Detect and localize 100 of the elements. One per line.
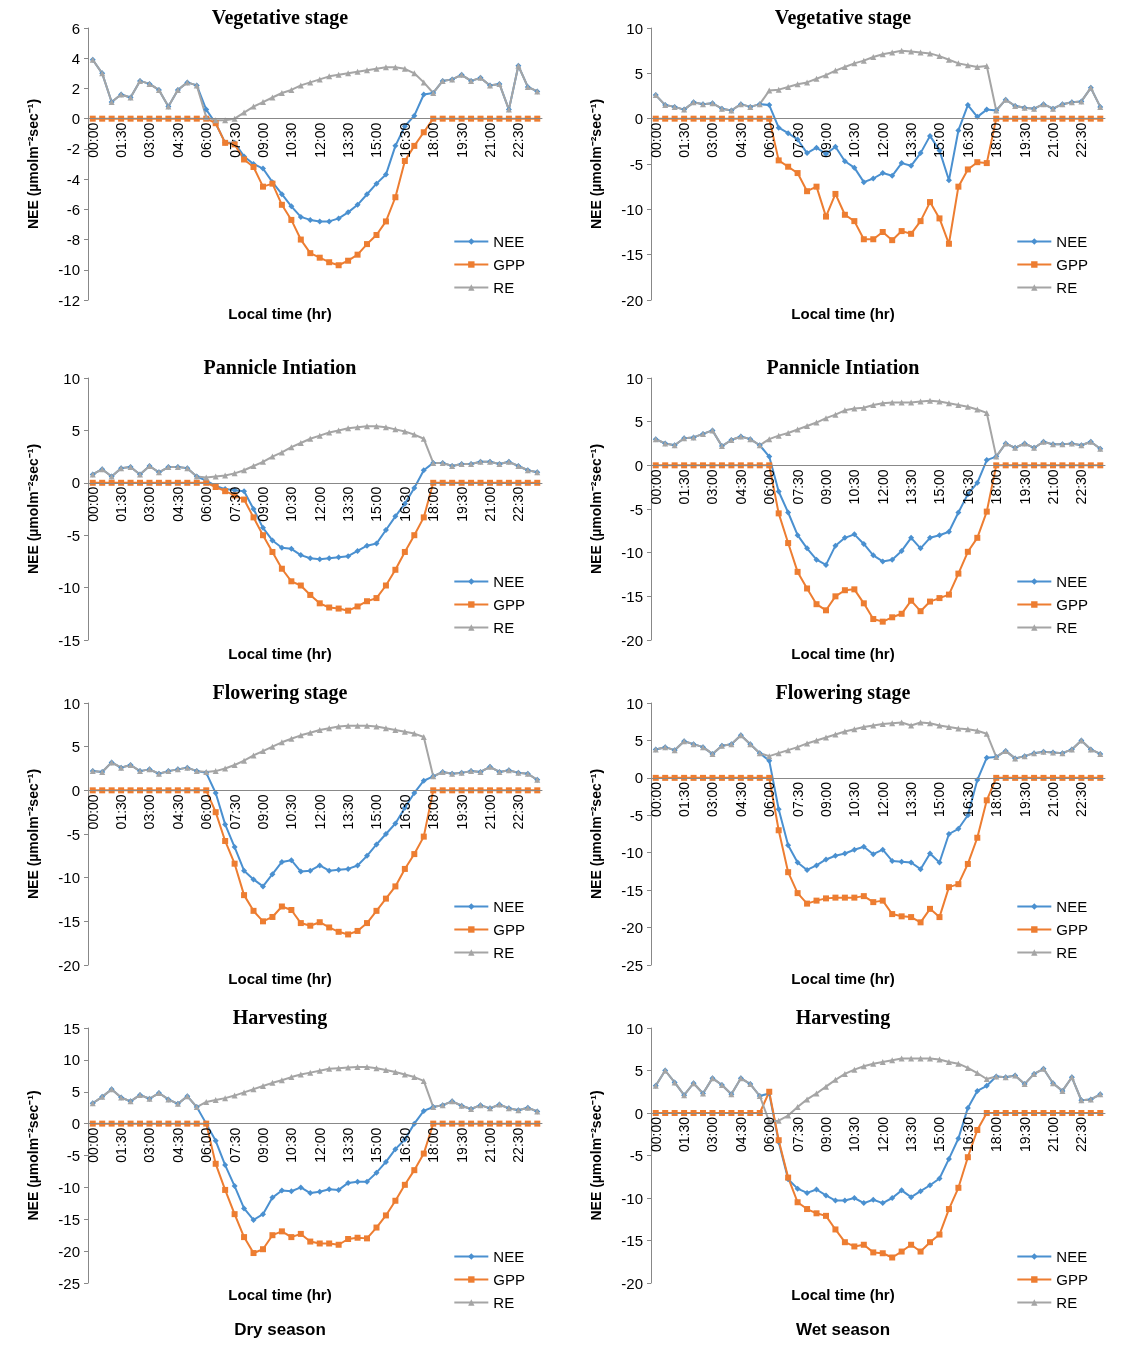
y-tick-label: -4: [66, 170, 80, 188]
y-tick-label: -5: [66, 526, 80, 544]
x-tick-label: 21:00: [481, 122, 498, 158]
x-tick-label: 19:30: [1016, 469, 1033, 505]
x-tick-label: 00:00: [647, 1116, 664, 1153]
x-tick-label: 15:00: [931, 122, 948, 158]
y-tick-label: -5: [629, 155, 643, 173]
y-tick-label: -15: [621, 881, 643, 899]
x-tick-label: 01:30: [676, 781, 693, 817]
x-tick-label: 13:30: [903, 1116, 920, 1153]
x-tick-label: 16:30: [959, 469, 976, 505]
y-tick-label: -20: [621, 631, 643, 649]
y-tick-label: -5: [629, 1147, 643, 1164]
y-tick-label: 0: [634, 456, 643, 474]
y-tick-label: 5: [634, 1062, 643, 1079]
y-tick-label: -10: [58, 261, 80, 279]
y-tick-label: 10: [63, 694, 80, 712]
x-axis-title: Local time (hr): [791, 970, 895, 987]
chart-title: Vegetative stage: [211, 6, 349, 29]
x-tick-label: 04:30: [169, 122, 186, 158]
legend-label: RE: [1056, 1294, 1078, 1311]
legend-label: GPP: [493, 596, 526, 613]
x-tick-label: 21:00: [1044, 781, 1061, 817]
y-tick-label: -25: [621, 956, 643, 974]
x-tick-label: 00:00: [84, 122, 101, 158]
y-tick-label: -10: [58, 579, 80, 597]
x-tick-label: 15:00: [931, 781, 948, 817]
x-tick-label: 10:30: [846, 469, 863, 505]
x-tick-label: 01:30: [676, 122, 693, 158]
x-tick-label: 19:30: [1016, 122, 1033, 158]
y-tick-label: -10: [621, 1189, 643, 1207]
legend-label: NEE: [1056, 233, 1088, 250]
x-tick-label: 06:00: [761, 781, 778, 817]
x-tick-label: 07:30: [226, 1127, 243, 1163]
x-axis-title: Local time (hr): [228, 970, 332, 987]
x-tick-label: 04:30: [732, 1116, 749, 1153]
chart-title: Pannicle Intiation: [766, 356, 920, 378]
x-tick-label: 15:00: [368, 122, 385, 158]
x-tick-label: 06:00: [198, 794, 215, 830]
x-tick-label: 04:30: [732, 469, 749, 505]
x-tick-label: 06:00: [198, 122, 215, 158]
chart-title: Flowering stage: [212, 681, 348, 704]
y-tick-label: 5: [71, 1083, 80, 1101]
y-tick-label: -15: [58, 912, 80, 930]
y-tick-label: -15: [621, 587, 643, 605]
x-tick-label: 04:30: [732, 781, 749, 817]
y-tick-label: -20: [621, 1274, 643, 1292]
x-axis-title: Local time (hr): [228, 645, 332, 662]
x-tick-label: 21:00: [1044, 1116, 1061, 1153]
x-axis-title: Local time (hr): [791, 645, 895, 662]
legend-label: RE: [493, 1294, 515, 1311]
x-tick-label: 15:00: [931, 469, 948, 505]
x-tick-label: 19:30: [453, 794, 470, 830]
y-tick-label: 0: [634, 1104, 643, 1122]
x-tick-label: 10:30: [283, 794, 300, 830]
y-tick-label: 0: [71, 110, 80, 128]
x-tick-label: 03:00: [704, 122, 721, 158]
legend-label: RE: [493, 944, 515, 961]
x-tick-label: 22:30: [510, 794, 527, 830]
text: Dry season: [234, 1320, 326, 1339]
legend-label: NEE: [1056, 898, 1088, 915]
y-tick-label: -15: [621, 246, 643, 264]
y-tick-label: 10: [626, 369, 643, 387]
x-tick-label: 18:00: [425, 486, 442, 522]
y-tick-label: 15: [63, 1019, 80, 1037]
x-tick-label: 09:00: [254, 122, 271, 158]
y-axis-title: NEE (µmolm⁻²sec⁻¹): [588, 768, 604, 900]
y-tick-label: 6: [71, 19, 80, 37]
y-tick-label: 4: [71, 49, 80, 67]
y-tick-label: -8: [66, 231, 80, 249]
y-tick-label: 10: [63, 1051, 80, 1069]
x-tick-label: 00:00: [647, 469, 664, 505]
x-tick-label: 12:00: [874, 1116, 891, 1153]
x-tick-label: 18:00: [988, 781, 1005, 817]
x-tick-label: 12:00: [311, 486, 328, 522]
x-tick-label: 12:00: [311, 1127, 328, 1163]
x-tick-label: 13:30: [340, 486, 357, 522]
x-tick-label: 07:30: [789, 469, 806, 505]
legend-label: NEE: [1056, 1248, 1088, 1265]
y-tick-label: 5: [634, 413, 643, 431]
x-tick-label: 21:00: [481, 486, 498, 522]
x-tick-label: 22:30: [510, 122, 527, 158]
y-tick-label: -20: [621, 291, 643, 309]
x-tick-label: 03:00: [704, 1116, 721, 1153]
x-tick-label: 01:30: [676, 469, 693, 505]
x-tick-label: 10:30: [846, 1116, 863, 1153]
y-axis-title: NEE (µmolm⁻²sec⁻¹): [25, 443, 41, 575]
x-tick-label: 06:00: [198, 1127, 215, 1163]
y-tick-label: 10: [626, 1019, 643, 1037]
y-tick-label: -20: [58, 956, 80, 974]
x-tick-label: 15:00: [931, 1116, 948, 1153]
x-tick-label: 00:00: [84, 486, 101, 522]
legend-label: NEE: [1056, 573, 1088, 590]
x-tick-label: 07:30: [226, 122, 243, 158]
y-tick-label: -15: [621, 1232, 643, 1249]
x-tick-label: 19:30: [1016, 1116, 1033, 1153]
x-tick-label: 12:00: [874, 122, 891, 158]
x-tick-label: 21:00: [481, 794, 498, 830]
x-tick-label: 13:30: [903, 469, 920, 505]
x-tick-label: 00:00: [84, 1127, 101, 1163]
